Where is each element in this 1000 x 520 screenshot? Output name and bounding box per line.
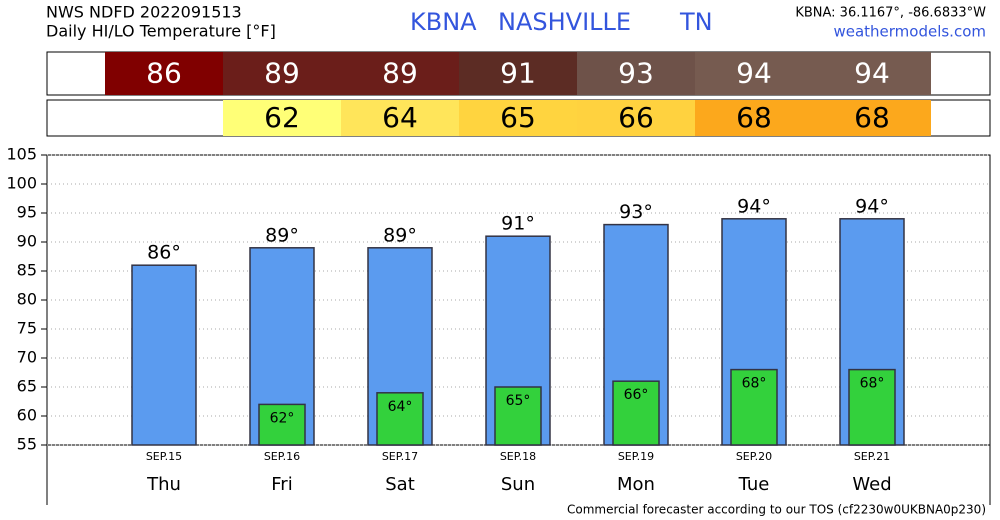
strip-cell (695, 52, 813, 95)
strip-cell (341, 100, 459, 136)
x-tick-label: Sun (501, 474, 535, 495)
strip-value: 91 (500, 57, 536, 90)
y-tick-label: 105 (6, 145, 37, 164)
strip-cell (459, 100, 577, 136)
y-tick-label: 90 (17, 232, 37, 251)
chart-title: Daily HI/LO Temperature [°F] (46, 22, 276, 41)
bar (612, 380, 660, 446)
strip-value: 64 (382, 101, 418, 134)
y-tick-label: 65 (17, 377, 37, 396)
strip-cell (577, 100, 695, 136)
date-label: SEP.15 (146, 450, 182, 463)
value-label: 86° (147, 242, 181, 264)
strip-value: 94 (854, 57, 890, 90)
bar (494, 386, 542, 446)
strip-value: 68 (736, 101, 772, 134)
value-label: 66° (624, 387, 649, 403)
y-tick-label: 60 (17, 406, 37, 425)
value-label: 93° (619, 201, 653, 223)
value-label: 68° (860, 376, 885, 392)
y-tick-label: 80 (17, 290, 37, 309)
strip-cell (223, 100, 341, 136)
strip-value: 66 (618, 101, 654, 134)
y-tick-label: 70 (17, 348, 37, 367)
date-label: SEP.18 (500, 450, 536, 463)
strip-value: 86 (146, 57, 182, 90)
bar (131, 264, 197, 446)
strip-cell (577, 52, 695, 95)
strip-value: 62 (264, 101, 300, 134)
value-label: 89° (383, 224, 417, 246)
value-label: 94° (737, 195, 771, 217)
value-label: 65° (506, 393, 531, 409)
date-label: SEP.16 (264, 450, 300, 463)
y-tick-label: 75 (17, 319, 37, 338)
y-tick-label: 85 (17, 261, 37, 280)
strip-cell (341, 52, 459, 95)
date-label: SEP.17 (382, 450, 418, 463)
bar (258, 403, 306, 446)
bar (376, 392, 424, 446)
strip-cell (813, 100, 931, 136)
bar (848, 368, 896, 446)
date-label: SEP.19 (618, 450, 654, 463)
strip-cell (695, 100, 813, 136)
strip-value: 89 (264, 57, 300, 90)
strip-cell (105, 52, 223, 95)
value-label: 89° (265, 224, 299, 246)
coords: KBNA: 36.1167°, -86.6833°W (795, 6, 986, 21)
bar (730, 368, 778, 446)
strip-value: 94 (736, 57, 772, 90)
footer: Commercial forecaster according to our T… (567, 503, 986, 517)
x-tick-label: Sat (385, 474, 415, 495)
strip-value: 89 (382, 57, 418, 90)
x-tick-label: Wed (852, 474, 891, 495)
value-label: 64° (388, 399, 413, 415)
x-tick-label: Tue (738, 474, 770, 495)
city: NASHVILLE (498, 8, 631, 36)
source: NWS NDFD 2022091513 (46, 3, 242, 22)
y-tick-label: 55 (17, 435, 37, 454)
value-label: 94° (855, 195, 889, 217)
strip-cell (223, 52, 341, 95)
x-tick-label: Mon (617, 474, 655, 495)
date-label: SEP.21 (854, 450, 890, 463)
value-label: 68° (742, 376, 767, 392)
station: KBNA (410, 8, 477, 36)
x-tick-label: Thu (146, 474, 181, 495)
y-tick-label: 95 (17, 203, 37, 222)
value-label: 91° (501, 213, 535, 235)
strip-cell (459, 52, 577, 95)
y-tick-label: 100 (6, 174, 37, 193)
state: TN (679, 8, 713, 36)
strip-value: 93 (618, 57, 654, 90)
strip-cell (813, 52, 931, 95)
strip-value: 68 (854, 101, 890, 134)
site: weathermodels.com (833, 23, 986, 41)
date-label: SEP.20 (736, 450, 772, 463)
value-label: 62° (270, 410, 295, 426)
x-tick-label: Fri (271, 474, 292, 495)
strip-value: 65 (500, 101, 536, 134)
